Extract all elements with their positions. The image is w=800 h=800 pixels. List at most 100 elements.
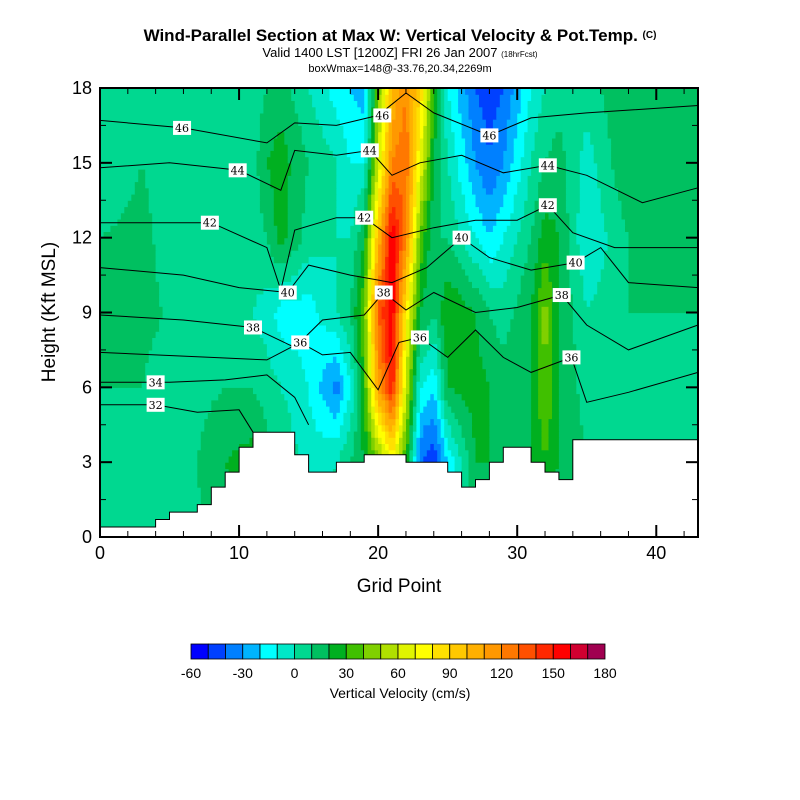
w-cell — [371, 243, 376, 251]
w-cell — [145, 175, 261, 183]
w-cell — [558, 399, 581, 407]
w-cell — [454, 437, 466, 444]
w-cell — [343, 356, 351, 363]
w-cell — [385, 281, 390, 289]
w-cell — [437, 399, 442, 407]
w-cell — [399, 437, 404, 444]
w-cell — [538, 381, 553, 388]
w-cell — [538, 243, 560, 251]
w-cell — [374, 449, 379, 457]
w-cell — [548, 306, 553, 314]
y-tick-label: 9 — [82, 303, 92, 323]
w-cell — [541, 337, 550, 345]
w-cell — [385, 219, 390, 226]
w-cell — [531, 356, 539, 363]
w-cell — [308, 387, 320, 395]
w-cell — [388, 449, 397, 457]
w-cell — [402, 325, 407, 332]
w-cell — [100, 480, 198, 488]
w-cell — [388, 331, 393, 338]
w-cell — [419, 169, 424, 176]
w-cell — [423, 243, 431, 251]
w-cell — [426, 156, 431, 164]
w-cell — [270, 250, 292, 257]
w-cell — [538, 256, 560, 264]
w-cell — [579, 194, 602, 201]
w-cell — [343, 325, 355, 332]
w-cell — [430, 131, 435, 139]
w-cell — [558, 406, 581, 413]
w-cell — [437, 387, 442, 395]
w-cell — [579, 181, 598, 189]
w-cell — [538, 250, 560, 257]
w-cell — [148, 206, 261, 214]
w-cell — [440, 187, 452, 195]
w-cell — [259, 181, 271, 189]
w-cell — [565, 181, 581, 189]
w-cell — [273, 212, 289, 220]
w-cell — [416, 431, 421, 438]
w-cell — [419, 94, 424, 101]
colorbar-tick-label: 90 — [442, 665, 458, 681]
w-cell — [155, 268, 299, 276]
w-cell — [416, 318, 421, 326]
w-cell — [374, 206, 379, 214]
w-cell — [426, 187, 431, 195]
w-cell — [548, 325, 553, 332]
w-cell — [392, 162, 410, 170]
x-axis-label: Grid Point — [357, 576, 442, 597]
w-cell — [444, 437, 449, 444]
w-cell — [381, 119, 386, 126]
w-cell — [541, 312, 550, 320]
w-cell — [378, 88, 383, 95]
w-cell — [541, 306, 550, 314]
w-cell — [385, 200, 390, 208]
w-cell — [249, 437, 254, 444]
w-cell — [444, 112, 452, 120]
w-cell — [531, 374, 539, 382]
w-cell — [423, 162, 428, 170]
w-cell — [628, 250, 699, 257]
w-cell — [395, 231, 400, 239]
w-cell — [357, 331, 362, 338]
w-cell — [381, 250, 386, 257]
w-cell — [430, 219, 442, 226]
w-cell — [402, 449, 407, 457]
w-cell — [287, 144, 306, 151]
w-cell — [454, 455, 463, 463]
w-cell — [100, 181, 136, 189]
w-cell — [583, 144, 595, 151]
w-cell — [437, 381, 442, 388]
w-cell — [277, 231, 289, 239]
w-cell — [458, 169, 470, 176]
w-cell — [298, 112, 317, 120]
w-cell — [430, 175, 435, 183]
w-cell — [298, 462, 337, 469]
w-cell — [343, 125, 365, 133]
w-cell — [576, 368, 699, 376]
w-cell — [374, 418, 379, 426]
w-cell — [200, 443, 240, 451]
w-cell — [423, 156, 428, 164]
w-cell — [364, 300, 369, 307]
w-cell — [253, 387, 282, 395]
w-cell — [482, 212, 497, 220]
w-cell — [541, 106, 605, 114]
w-cell — [419, 393, 431, 401]
w-cell — [510, 219, 522, 226]
w-cell — [339, 406, 348, 413]
w-cell — [489, 424, 532, 432]
w-cell — [378, 262, 383, 270]
w-cell — [552, 412, 560, 420]
w-cell — [399, 381, 404, 388]
w-cell — [475, 231, 504, 239]
theta-contour-46 — [99, 92, 699, 144]
w-cell — [402, 250, 407, 257]
w-cell — [479, 94, 501, 101]
colorbar-tick-label: 30 — [338, 665, 354, 681]
contour-label-box — [228, 163, 247, 178]
w-cell — [395, 281, 400, 289]
w-cell — [437, 437, 445, 444]
contour-label: 38 — [555, 289, 569, 302]
